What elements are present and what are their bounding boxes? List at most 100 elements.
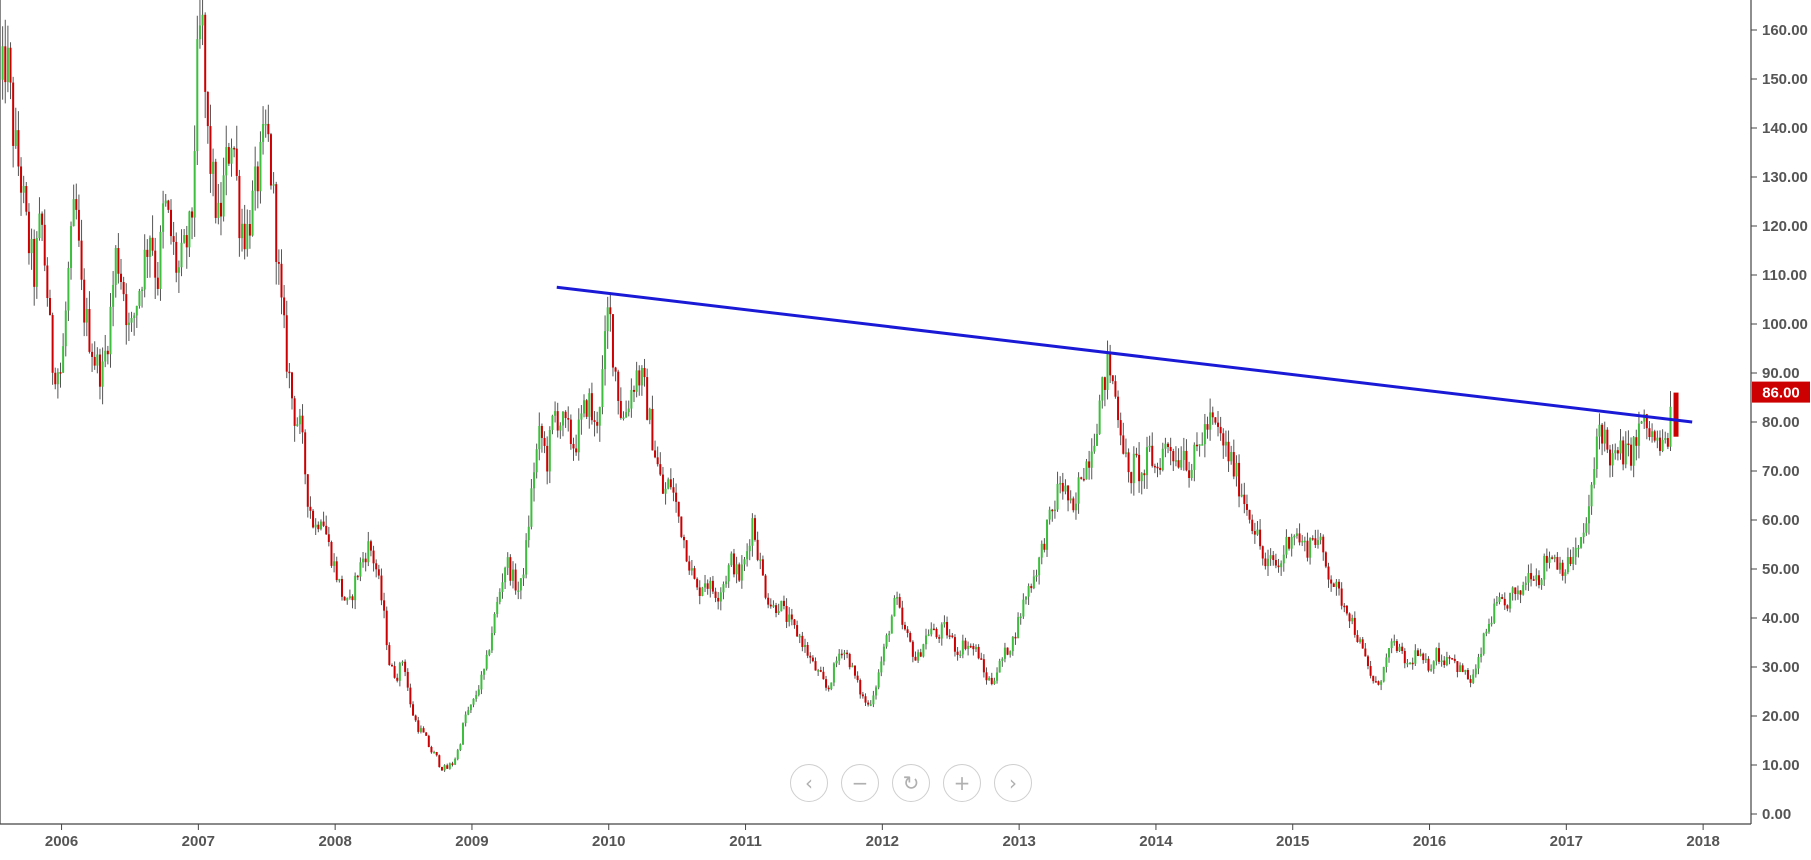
candle-body <box>1664 438 1667 440</box>
candle-body <box>14 130 17 146</box>
candle-body <box>85 309 88 323</box>
candle-body <box>1414 650 1417 664</box>
candle-body <box>535 449 538 473</box>
candle-body <box>1114 381 1117 397</box>
minus-icon: − <box>851 771 869 795</box>
candle-body <box>1019 616 1022 618</box>
candle-body <box>590 393 593 421</box>
candle-body <box>1451 658 1454 660</box>
candle-body <box>1074 503 1077 511</box>
candle-body <box>151 237 154 251</box>
candle-body <box>20 166 23 193</box>
candle-body <box>356 575 359 578</box>
candle-body <box>622 417 625 419</box>
candle-body <box>106 350 109 355</box>
candle-body <box>506 557 509 568</box>
candle-body <box>1174 460 1177 462</box>
candle-body <box>1188 470 1191 479</box>
candle-body <box>435 751 438 756</box>
candle-body <box>1211 412 1214 418</box>
candle-body <box>1487 623 1490 632</box>
candle-body <box>585 400 588 417</box>
candle-body <box>1501 597 1504 599</box>
candle-body <box>143 249 146 290</box>
candle-body <box>1469 679 1472 683</box>
candle-body <box>346 598 349 601</box>
candle-body <box>811 657 814 662</box>
candle-body <box>185 235 188 248</box>
candle-body <box>80 240 83 280</box>
zoom-out-button[interactable]: − <box>841 764 879 802</box>
candle-body <box>996 672 999 681</box>
candle-body <box>191 211 194 218</box>
candle-body <box>922 644 925 657</box>
candle-body <box>1511 587 1514 594</box>
candle-body <box>738 564 741 581</box>
candle-body <box>1648 428 1651 438</box>
candle-body <box>146 249 149 257</box>
candle-body <box>1048 509 1051 520</box>
candle-body <box>48 297 51 316</box>
candle-body <box>767 597 770 605</box>
candle-body <box>953 637 956 652</box>
candle-body <box>974 646 977 650</box>
candle-body <box>1293 535 1296 538</box>
candle-body <box>717 597 720 602</box>
y-tick-label: 30.00 <box>1762 659 1800 676</box>
candle-body <box>109 306 112 355</box>
candle-body <box>840 653 843 656</box>
y-tick-label: 10.00 <box>1762 757 1800 774</box>
candle-body <box>919 652 922 657</box>
candle-body <box>1082 478 1085 481</box>
candle-body <box>1653 431 1656 441</box>
candle-body <box>219 202 222 217</box>
candle-body <box>1153 465 1156 468</box>
candle-body <box>656 457 659 465</box>
candle-body <box>22 186 25 193</box>
candle-body <box>764 575 767 598</box>
candle-body <box>1561 562 1564 576</box>
candle-body <box>377 569 380 576</box>
candle-body <box>1388 648 1391 658</box>
reset-zoom-button[interactable]: ↻ <box>892 764 930 802</box>
candle-body <box>1101 377 1104 401</box>
candle-body <box>1067 485 1070 501</box>
candle-body <box>1406 662 1409 665</box>
candle-body <box>1524 582 1527 586</box>
candle-body <box>164 200 167 204</box>
candle-body <box>285 315 288 372</box>
candle-body <box>914 656 917 661</box>
candle-body <box>1064 485 1067 492</box>
candle-body <box>1017 617 1020 639</box>
candle-body <box>735 564 738 575</box>
candle-body <box>1464 669 1467 672</box>
candle-body <box>1390 641 1393 649</box>
candle-body <box>543 437 546 446</box>
candle-body <box>1124 452 1127 454</box>
candle-body <box>1217 422 1220 427</box>
candle-body <box>1359 639 1362 642</box>
x-tick-label: 2015 <box>1276 833 1309 850</box>
candle-body <box>1569 557 1572 564</box>
scroll-right-button[interactable]: › <box>994 764 1032 802</box>
last-candle-body <box>1673 392 1679 437</box>
scroll-left-button[interactable]: ‹ <box>790 764 828 802</box>
candle-body <box>91 351 94 357</box>
candle-body <box>759 559 762 561</box>
candle-body <box>1322 536 1325 553</box>
candle-body <box>1453 658 1456 662</box>
candle-body <box>1072 498 1075 511</box>
y-tick-label: 160.00 <box>1762 22 1808 39</box>
candle-body <box>1364 648 1367 657</box>
candle-body <box>1669 406 1672 447</box>
candle-body <box>296 424 299 426</box>
candle-body <box>719 592 722 602</box>
zoom-in-button[interactable]: + <box>943 764 981 802</box>
candle-body <box>801 635 804 647</box>
candle-body <box>196 39 199 152</box>
candle-body <box>572 443 575 449</box>
candle-body <box>1185 450 1188 471</box>
candle-body <box>443 765 446 771</box>
candle-body <box>67 267 70 311</box>
